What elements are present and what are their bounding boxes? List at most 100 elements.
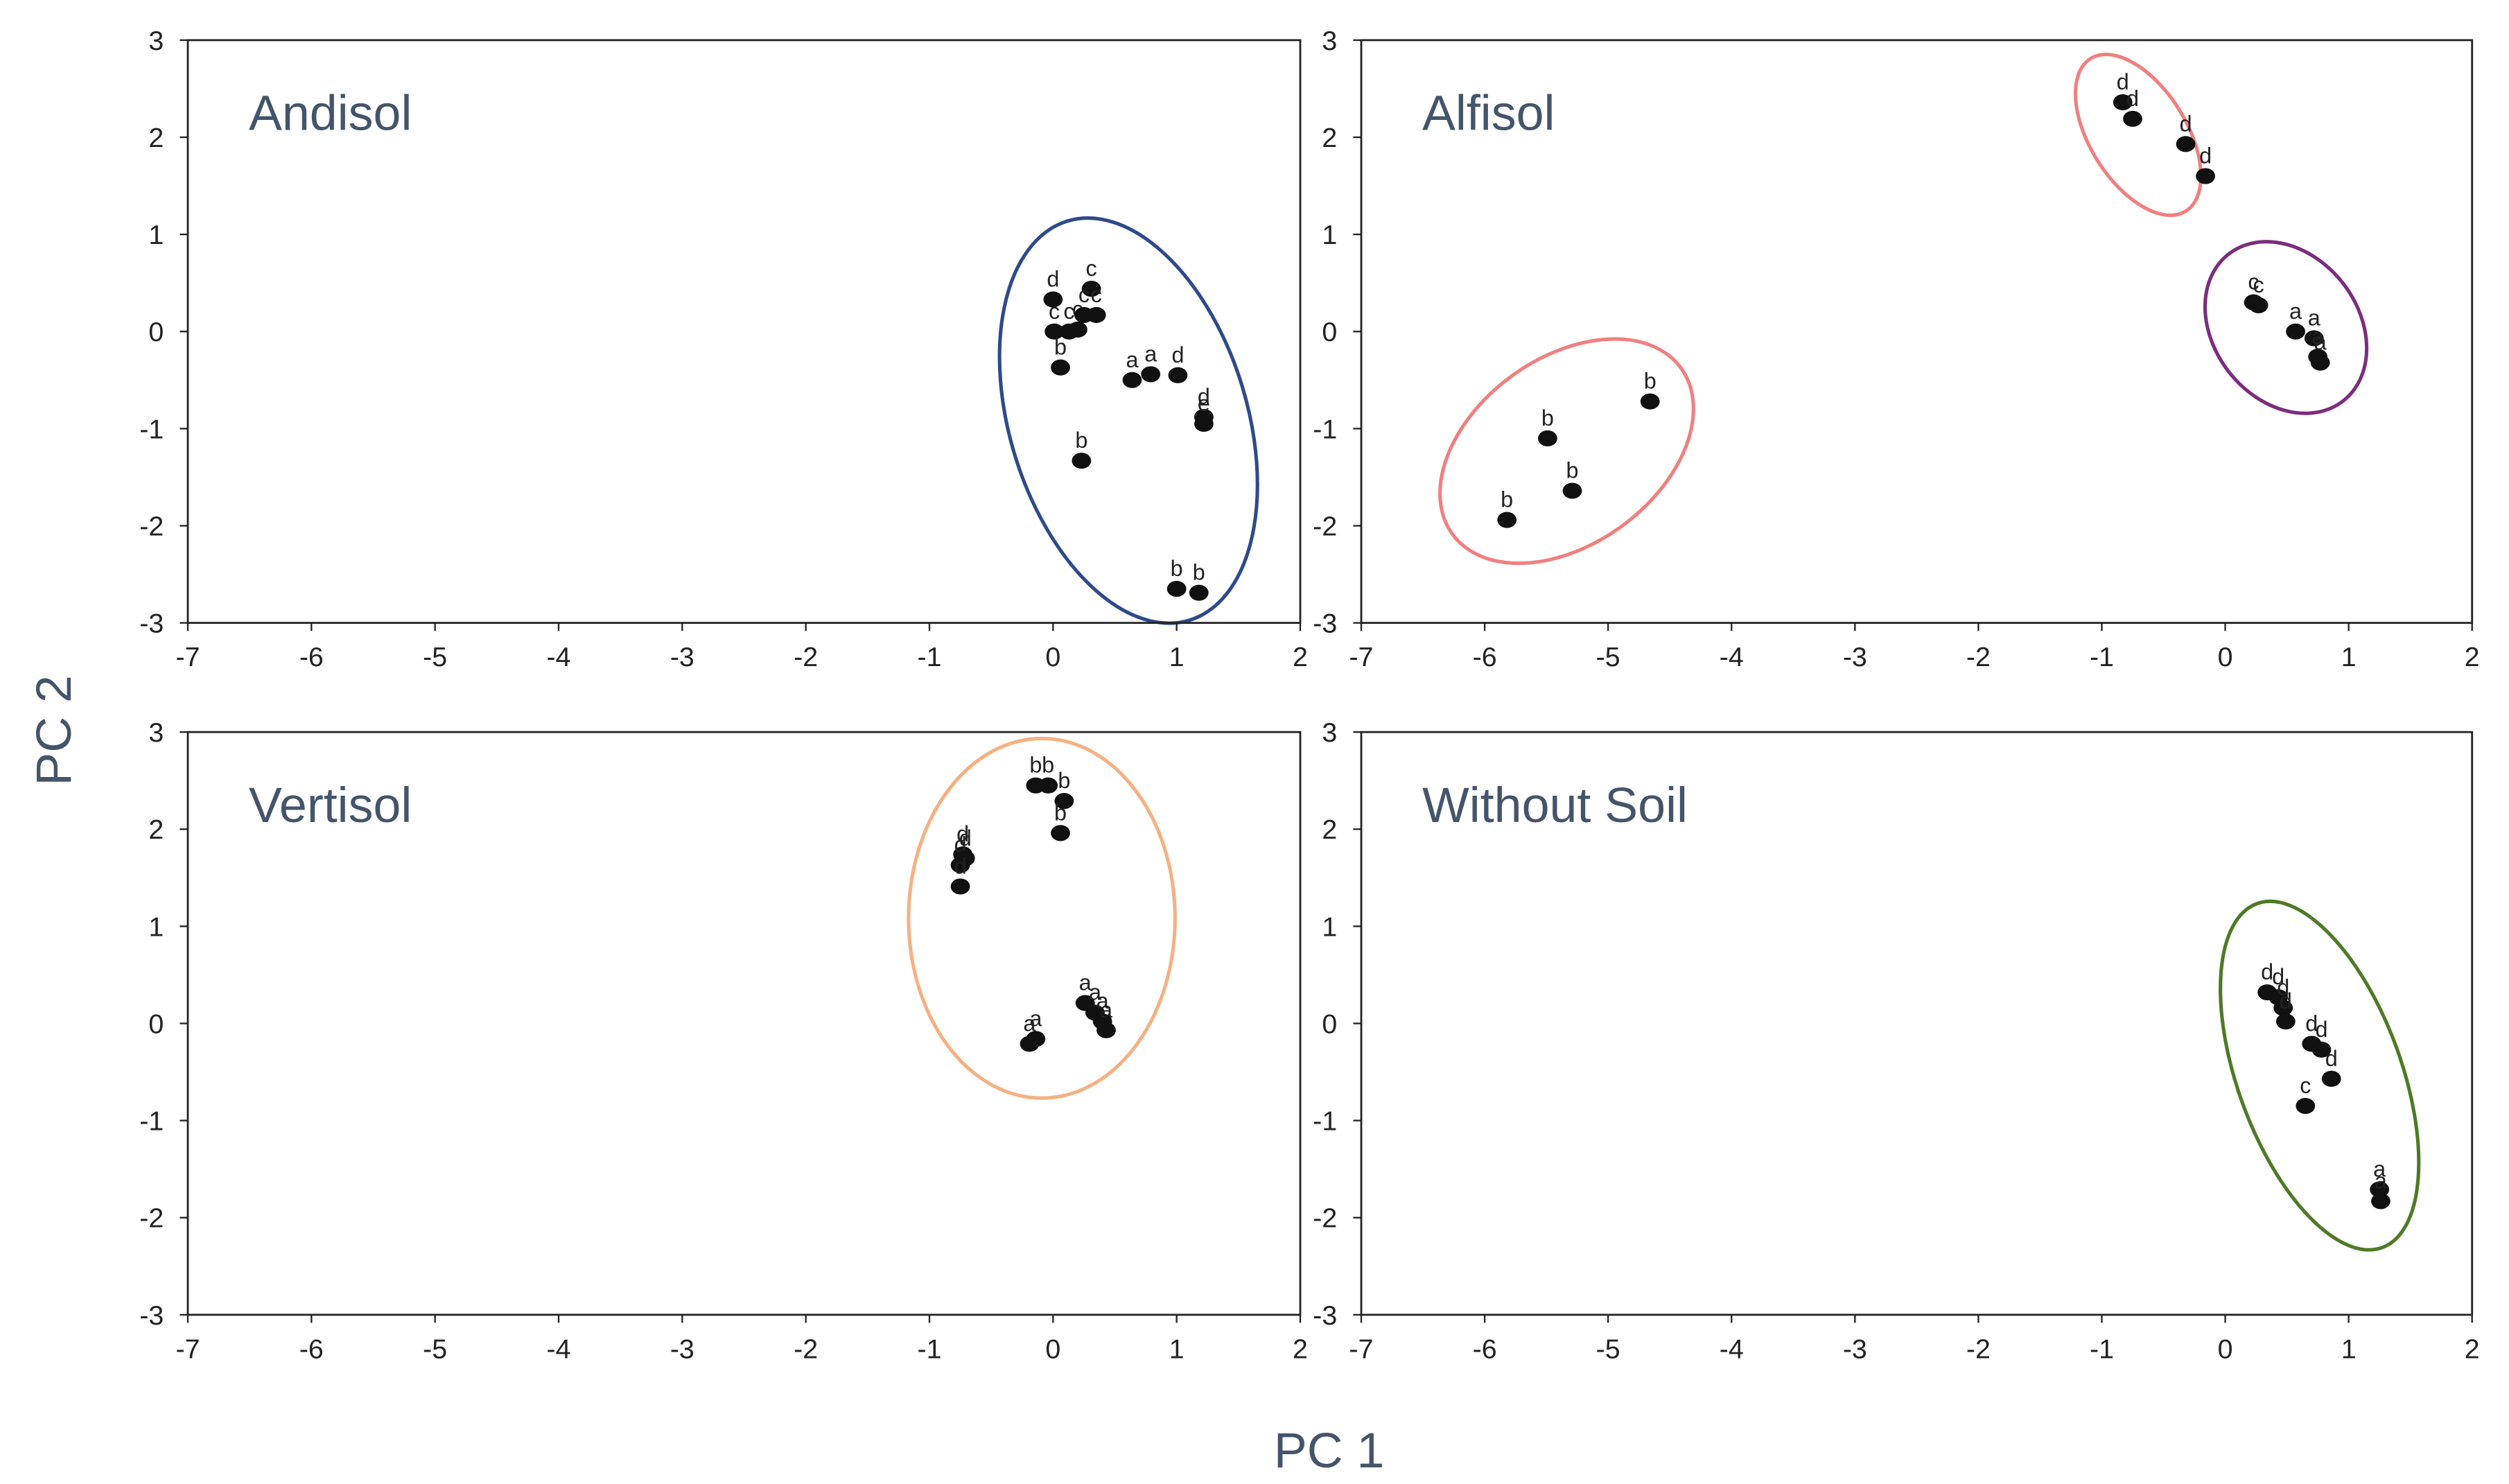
point-label: c (2253, 272, 2264, 297)
point (955, 850, 975, 866)
point-label: b (1644, 369, 1656, 394)
x-tick-label: 0 (1045, 1334, 1060, 1364)
cluster-ellipse (2219, 899, 2421, 1252)
point-label: d (2261, 959, 2273, 984)
y-tick-label: -2 (139, 1203, 164, 1234)
x-tick-label: -5 (423, 1334, 447, 1364)
point-label: d (2315, 1017, 2327, 1042)
x-tick-label: -1 (2090, 1334, 2114, 1364)
x-tick-label: -1 (2090, 642, 2114, 672)
point-label: d (2280, 988, 2292, 1013)
point-label: a (2373, 1157, 2386, 1182)
point (950, 878, 970, 895)
x-tick-label: 0 (1045, 642, 1060, 672)
point (1189, 584, 1209, 601)
x-tick-label: -4 (1720, 1334, 1744, 1364)
x-tick-label: -6 (299, 1334, 324, 1364)
point (2296, 1098, 2316, 1115)
point-label: d (959, 826, 972, 850)
x-tick-label: -4 (546, 1334, 570, 1364)
x-tick-label: -2 (1966, 1334, 1991, 1364)
y-tick-label: 1 (1322, 911, 1337, 942)
point (1562, 482, 1582, 499)
x-tick-label: -5 (1596, 642, 1620, 672)
point-label: c (2248, 270, 2259, 295)
x-tick-label: 2 (1293, 1334, 1308, 1364)
point (2275, 1013, 2296, 1030)
y-tick-label: 1 (148, 220, 164, 250)
x-tick-label: 2 (1293, 642, 1308, 672)
y-axis-label: PC 2 (26, 675, 82, 786)
x-tick-label: -6 (1473, 642, 1497, 672)
x-tick-label: -6 (1473, 1334, 1497, 1364)
y-tick-label: 3 (148, 26, 164, 56)
point-label: d (2180, 111, 2192, 136)
point-label: d (2117, 69, 2129, 94)
panel-title: Vertisol (249, 778, 412, 833)
cluster-ellipse (2203, 240, 2369, 415)
y-tick-label: 2 (1322, 123, 1337, 153)
point-label: b (1193, 560, 1205, 585)
point-label: b (1566, 458, 1579, 483)
x-tick-label: -7 (175, 642, 200, 672)
cluster-ellipse (2073, 53, 2203, 218)
point-label: b (1171, 556, 1183, 581)
point-label: a (2289, 299, 2302, 324)
x-tick-label: 2 (2465, 642, 2480, 672)
point (1122, 372, 1142, 388)
y-tick-label: -1 (139, 414, 164, 444)
point-label: c (1091, 282, 1102, 307)
point-label: d (1198, 384, 1210, 409)
point-label: a (2314, 330, 2327, 355)
panel: -3 -2 -1 0 1 2 3 -7 -6 -5 -4 -3 -2 -1 0 1 2 Vertisol b bbb d… (139, 717, 1308, 1364)
point-label: d (954, 853, 967, 878)
point-label: a (1126, 347, 1139, 372)
point-label: b (1501, 487, 1513, 512)
point (2311, 1041, 2332, 1058)
x-tick-label: 0 (2218, 1334, 2233, 1364)
point (1072, 453, 1092, 469)
panel-title: Andisol (249, 86, 412, 141)
panel-title: Without Soil (1422, 778, 1688, 833)
point-label: a (2311, 324, 2325, 349)
point-label: a (2375, 1168, 2388, 1193)
point-label: a (1096, 988, 1110, 1013)
point (1086, 306, 1106, 324)
point (1194, 415, 1214, 432)
x-tick-label: -3 (670, 1334, 694, 1364)
point-label: c (1086, 256, 1097, 281)
point (2196, 168, 2215, 184)
y-tick-label: 1 (1322, 220, 1337, 250)
point (1038, 777, 1058, 794)
point-label: c (1049, 299, 1060, 324)
y-tick-label: -2 (1313, 511, 1337, 541)
point (1081, 281, 1101, 297)
x-tick-label: -5 (1596, 1334, 1620, 1364)
x-tick-label: -2 (794, 642, 818, 672)
panel-title: Alfisol (1422, 86, 1555, 141)
point-label: d (2277, 975, 2289, 1000)
x-tick-label: -5 (423, 642, 447, 672)
point (1051, 825, 1070, 841)
x-tick-label: -7 (175, 1334, 200, 1364)
y-tick-label: -2 (139, 511, 164, 541)
point-label: a (1023, 1011, 1036, 1036)
y-tick-label: -3 (139, 1300, 164, 1331)
y-tick-label: -3 (1313, 609, 1337, 639)
x-tick-label: -3 (1843, 1334, 1867, 1364)
x-tick-label: -3 (1843, 642, 1867, 672)
cluster-ellipse (997, 216, 1259, 625)
point (1051, 359, 1070, 376)
point-label: d (956, 821, 969, 846)
x-tick-label: -6 (299, 642, 324, 672)
y-tick-label: 0 (148, 317, 164, 347)
y-tick-label: 2 (148, 123, 164, 153)
point (1141, 366, 1161, 383)
y-tick-label: -3 (1313, 1300, 1337, 1331)
point (1068, 321, 1087, 338)
point-label: e (1198, 391, 1210, 416)
y-tick-label: -3 (139, 609, 164, 639)
x-tick-label: -2 (1966, 642, 1991, 672)
